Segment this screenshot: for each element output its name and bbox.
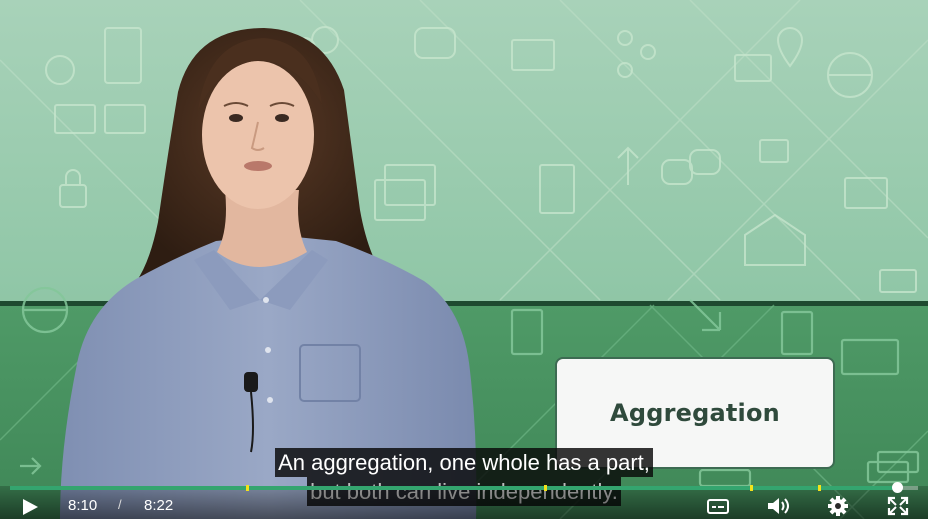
volume-button[interactable]: [764, 494, 792, 518]
duration: 8:22: [144, 497, 174, 514]
captions-button[interactable]: [704, 494, 732, 518]
caption-line-1: An aggregation, one whole has a part,: [275, 448, 653, 477]
play-button[interactable]: [14, 496, 44, 518]
presenter-collar: [194, 250, 260, 310]
captions-icon: [707, 499, 729, 514]
chapter-marker[interactable]: [750, 485, 753, 491]
progress-scrubber[interactable]: [892, 482, 904, 493]
settings-button[interactable]: [824, 494, 852, 518]
chapter-marker[interactable]: [544, 485, 547, 491]
time-separator: /: [118, 497, 122, 512]
decorative-icons-upper: [45, 26, 917, 293]
lapel-mic: [244, 372, 258, 392]
decorative-icons-lower: [20, 286, 920, 488]
current-time: 8:10: [68, 497, 98, 514]
presenter-neck: [217, 190, 307, 267]
chapter-marker[interactable]: [246, 485, 249, 491]
presenter-collar-right: [260, 250, 328, 310]
fullscreen-button[interactable]: [884, 494, 912, 518]
play-icon: [23, 499, 38, 515]
progress-bar[interactable]: [10, 482, 918, 493]
backdrop-divider: [0, 301, 928, 306]
slide-term-title: Aggregation: [610, 399, 780, 427]
player-controls-bar: [0, 486, 928, 519]
presenter-face: [202, 61, 314, 209]
settings-icon: [828, 496, 848, 516]
volume-icon: [768, 498, 789, 514]
progress-fill: [10, 486, 898, 490]
presenter-hair-front: [198, 38, 322, 110]
chapter-marker[interactable]: [818, 485, 821, 491]
fullscreen-icon: [887, 496, 909, 516]
